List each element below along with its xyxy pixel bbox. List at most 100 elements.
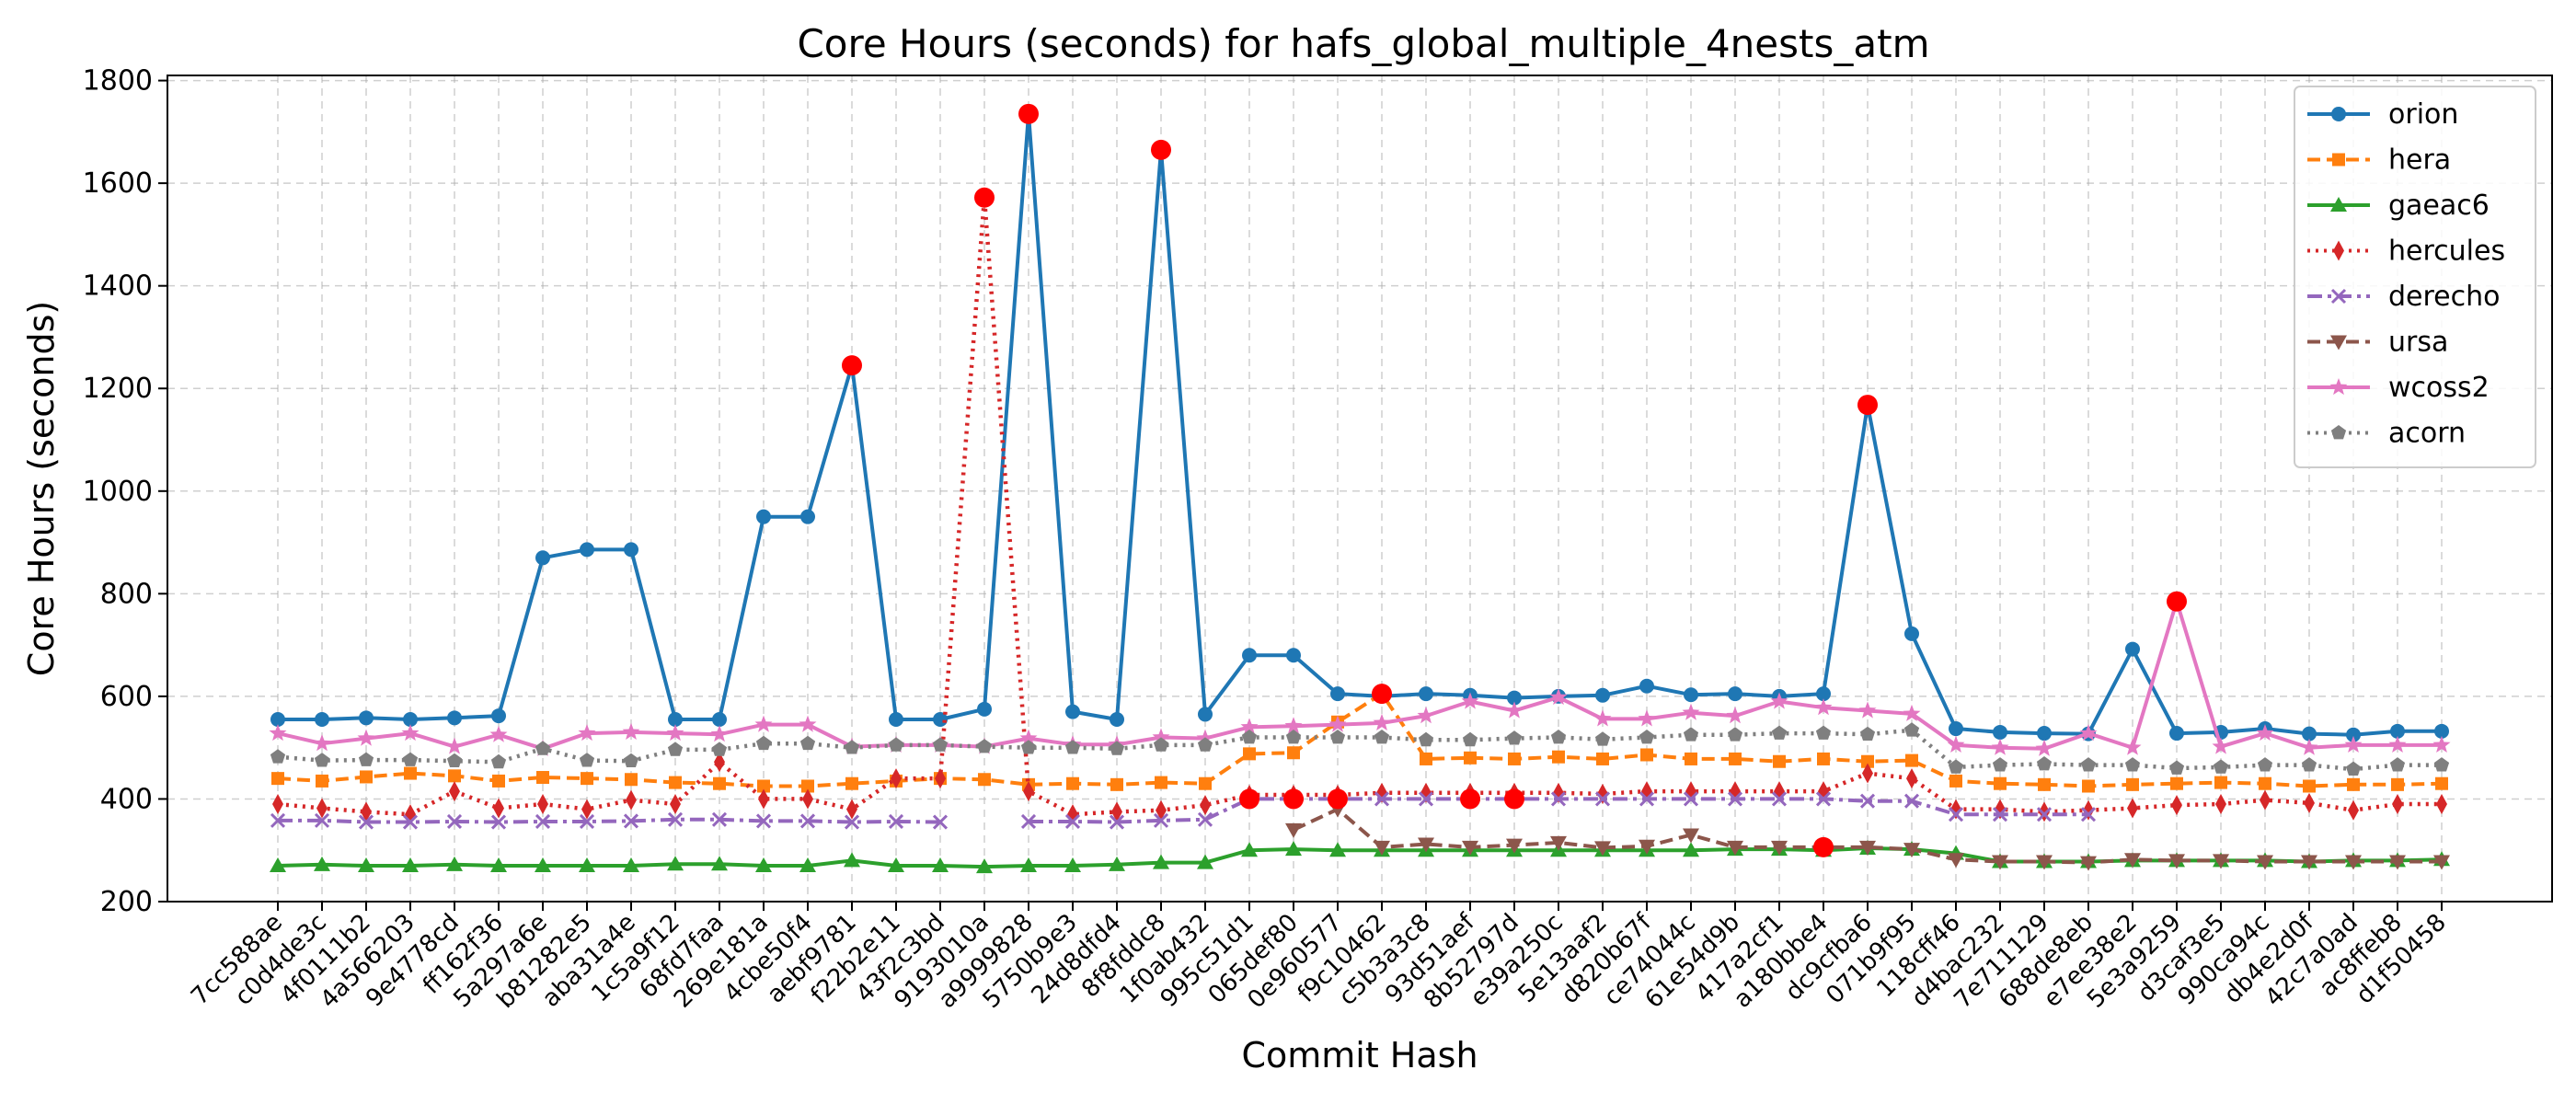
data-point-wcoss2: [2300, 738, 2318, 755]
data-point-hera: [801, 779, 814, 793]
data-point-hera: [1066, 776, 1079, 790]
data-point-acorn: [1506, 730, 1523, 745]
anomaly-point-derecho: [1328, 788, 1348, 810]
data-point-hera: [978, 773, 991, 787]
data-point-acorn: [1639, 730, 1655, 744]
data-point-derecho: [1859, 793, 1876, 809]
data-point-wcoss2: [754, 715, 773, 732]
data-point-derecho: [1020, 813, 1037, 830]
data-point-wcoss2: [1814, 698, 1833, 716]
legend-marker: [2331, 107, 2346, 121]
data-point-hercules: [1950, 799, 1961, 820]
data-point-orion: [668, 711, 683, 727]
data-point-acorn: [932, 737, 949, 752]
data-point-hera: [757, 779, 770, 793]
data-point-hercules: [1156, 799, 1167, 821]
data-point-hercules: [2171, 795, 2182, 816]
y-tick-label: 400: [100, 783, 153, 815]
data-point-acorn: [667, 742, 684, 756]
data-point-acorn: [888, 737, 904, 752]
data-point-acorn: [402, 752, 419, 766]
data-point-hera: [713, 776, 726, 790]
series-line-wcoss2: [277, 599, 2442, 751]
legend-label: ursa: [2388, 327, 2448, 359]
data-point-ursa: [1418, 837, 1434, 853]
data-point-hera: [1199, 776, 1212, 790]
data-point-wcoss2: [1461, 692, 1479, 709]
y-axis: 200 400 600 800 1000 1200 1400 1600 1800: [83, 65, 167, 918]
data-point-hera: [845, 776, 858, 790]
series-layer: [269, 106, 2451, 874]
data-point-gaeac6: [1020, 857, 1037, 872]
data-point-derecho: [623, 813, 639, 829]
data-point-gaeac6: [711, 856, 728, 871]
data-point-acorn: [1903, 722, 1920, 737]
data-point-hera: [2214, 776, 2227, 789]
y-axis-title: Core Hours (seconds): [21, 301, 62, 676]
data-point-hera: [2303, 779, 2316, 793]
data-point-acorn: [1594, 731, 1611, 746]
legend-item-hercules: hercules: [2307, 236, 2505, 268]
data-point-hera: [1508, 752, 1521, 765]
y-tick-label: 1000: [83, 476, 153, 508]
data-point-orion: [712, 711, 727, 727]
data-point-hercules: [891, 768, 902, 789]
series-line-derecho: [278, 817, 941, 824]
data-point-acorn: [2036, 756, 2053, 771]
legend-label: gaeac6: [2388, 190, 2490, 222]
data-point-wcoss2: [799, 715, 817, 732]
series-line-acorn: [277, 728, 2442, 772]
series-line-gaeac6: [277, 846, 2443, 869]
data-point-hera: [1640, 748, 1653, 762]
data-point-hera: [404, 766, 417, 780]
data-point-hera: [316, 774, 328, 788]
data-point-hera: [1685, 752, 1697, 765]
data-point-wcoss2: [1726, 707, 1744, 724]
data-point-hercules: [493, 798, 504, 819]
data-point-gaeac6: [490, 857, 507, 872]
data-point-wcoss2: [2035, 739, 2053, 756]
data-point-hera: [536, 771, 549, 785]
data-point-wcoss2: [489, 725, 508, 742]
data-point-ursa: [2257, 855, 2273, 870]
data-point-acorn: [1771, 725, 1788, 740]
y-tick-label: 1400: [83, 270, 153, 303]
data-point-derecho: [1109, 814, 1125, 830]
legend-item-derecho: derecho: [2307, 281, 2501, 313]
data-point-wcoss2: [2432, 735, 2451, 753]
series-hera: [271, 687, 2448, 793]
data-point-wcoss2: [357, 729, 375, 746]
data-point-derecho: [1815, 791, 1832, 807]
data-point-gaeac6: [1241, 842, 1258, 857]
data-point-acorn: [314, 753, 330, 767]
data-point-wcoss2: [1947, 735, 1965, 753]
data-point-hera: [2038, 777, 2051, 791]
data-point-gaeac6: [1285, 841, 1302, 857]
data-point-ursa: [1506, 838, 1523, 854]
data-point-acorn: [1197, 737, 1213, 752]
data-point-acorn: [1992, 757, 2008, 772]
data-point-hercules: [537, 794, 548, 815]
data-point-hera: [2126, 777, 2139, 791]
data-point-derecho: [402, 814, 419, 830]
data-point-derecho: [1550, 791, 1567, 807]
data-point-acorn: [535, 741, 551, 755]
data-point-acorn: [1153, 737, 1169, 752]
legend-marker: [2329, 378, 2348, 396]
anomaly-point-derecho: [1239, 788, 1259, 810]
data-point-derecho: [1992, 807, 2008, 822]
anomaly-point-ursa: [1813, 836, 1834, 857]
series-derecho: [270, 791, 2097, 830]
data-point-ursa: [2080, 856, 2097, 871]
data-point-hera: [1110, 777, 1123, 791]
data-point-hercules: [1200, 795, 1211, 816]
y-tick-label: 800: [100, 578, 153, 610]
legend-marker: [2330, 425, 2347, 440]
data-point-orion: [624, 542, 638, 558]
data-point-wcoss2: [1770, 692, 1788, 709]
data-point-wcoss2: [269, 724, 287, 742]
data-point-wcoss2: [1240, 718, 1259, 735]
legend-label: hercules: [2388, 236, 2505, 268]
data-point-hercules: [758, 788, 769, 810]
data-point-orion: [403, 711, 418, 727]
